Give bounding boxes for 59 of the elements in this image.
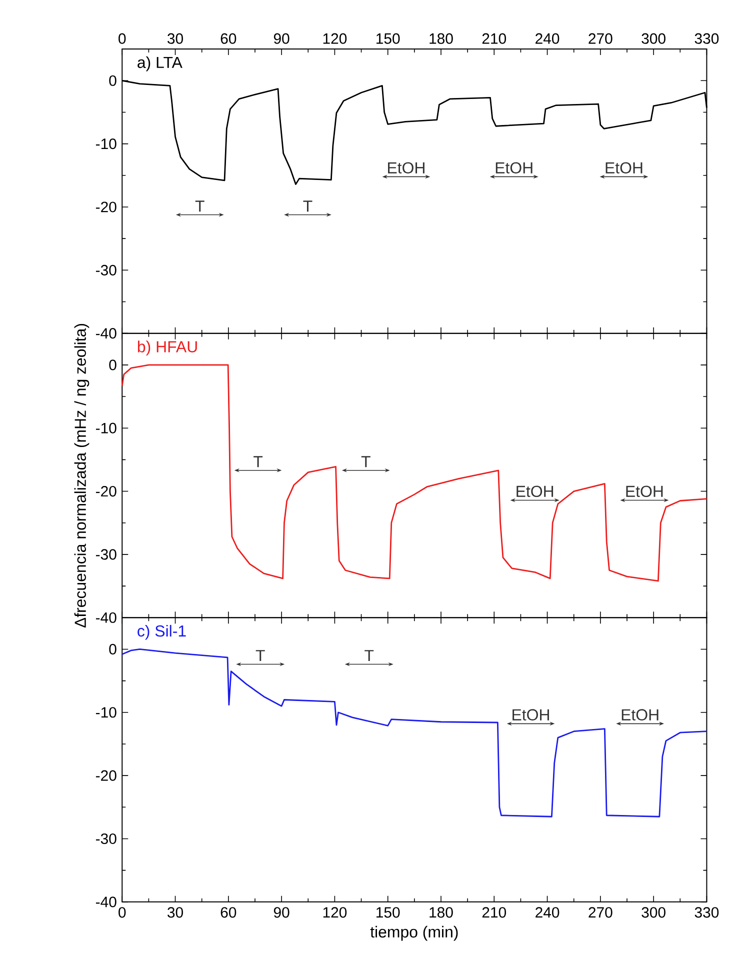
line-series: [122, 648, 708, 818]
annotation: EtOH: [516, 486, 554, 498]
annotation: T: [254, 456, 263, 468]
x2-tick-label: 30: [168, 33, 184, 44]
x2-tick-label: 60: [220, 33, 236, 44]
annotation: T: [195, 200, 205, 212]
y-tick-label: -20: [96, 202, 116, 212]
x2-tick-label: 0: [118, 33, 126, 44]
chart-title: b) HFAU: [138, 340, 198, 356]
y-tick-label: 0: [109, 644, 116, 655]
x2-tick-label: 300: [642, 33, 666, 44]
x2-tick-label: 180: [430, 33, 453, 44]
x-tick-label: 270: [588, 907, 612, 918]
x2-tick-label: 330: [694, 33, 719, 44]
x2-tick-label: 120: [323, 33, 347, 44]
x2-tick-label: 270: [588, 33, 612, 44]
y-axis-title: Δfrecuencia normalizada (mHz / ng zeolita): [74, 324, 90, 628]
annotation: EtOH: [388, 162, 425, 174]
y-tick-label: -10: [96, 138, 116, 150]
y-tick-label: -30: [96, 833, 116, 844]
annotation: EtOH: [622, 709, 658, 720]
x2-tick-label: 240: [536, 33, 560, 44]
x-tick-label: 330: [694, 907, 719, 918]
annotation: EtOH: [512, 709, 550, 720]
y-tick-label: 0: [109, 75, 116, 86]
annotation: EtOH: [496, 162, 532, 174]
y-tick-label: -20: [96, 486, 116, 497]
y-tick-label: -40: [96, 328, 116, 339]
x-tick-label: 300: [642, 907, 666, 918]
y-tick-label: -30: [96, 264, 116, 276]
x-tick-label: 150: [376, 907, 400, 918]
x-tick-label: 210: [482, 907, 506, 918]
y-tick-label: -40: [96, 612, 116, 623]
y-tick-label: -30: [96, 549, 116, 560]
annotation: T: [364, 650, 374, 662]
line-series: [122, 364, 708, 582]
y-tick-label: 0: [109, 360, 116, 370]
x2-tick-label: 210: [482, 33, 506, 44]
x-tick-label: 240: [536, 907, 560, 918]
x-tick-label: 60: [220, 907, 236, 918]
annotation: EtOH: [606, 162, 642, 174]
y-tick-label: -10: [96, 707, 116, 718]
annotation: T: [256, 650, 266, 662]
annotation: EtOH: [626, 486, 663, 498]
y-tick-label: -40: [96, 896, 116, 908]
x-tick-label: 90: [274, 907, 290, 918]
x-tick-label: 180: [430, 907, 453, 918]
x-tick-label: 0: [118, 907, 126, 918]
x2-tick-label: 90: [274, 33, 290, 44]
x-tick-label: 120: [323, 907, 347, 918]
chart-title: c) Sil-1: [138, 624, 186, 640]
x2-tick-label: 150: [376, 33, 400, 44]
annotation: T: [303, 200, 312, 212]
annotation: T: [362, 456, 371, 468]
y-tick-label: -10: [96, 422, 116, 434]
chart-title: a) LTA: [138, 56, 183, 72]
x-tick-label: 30: [168, 907, 184, 918]
y-tick-label: -20: [96, 770, 116, 781]
x-axis-title: tiempo (min): [370, 926, 458, 941]
